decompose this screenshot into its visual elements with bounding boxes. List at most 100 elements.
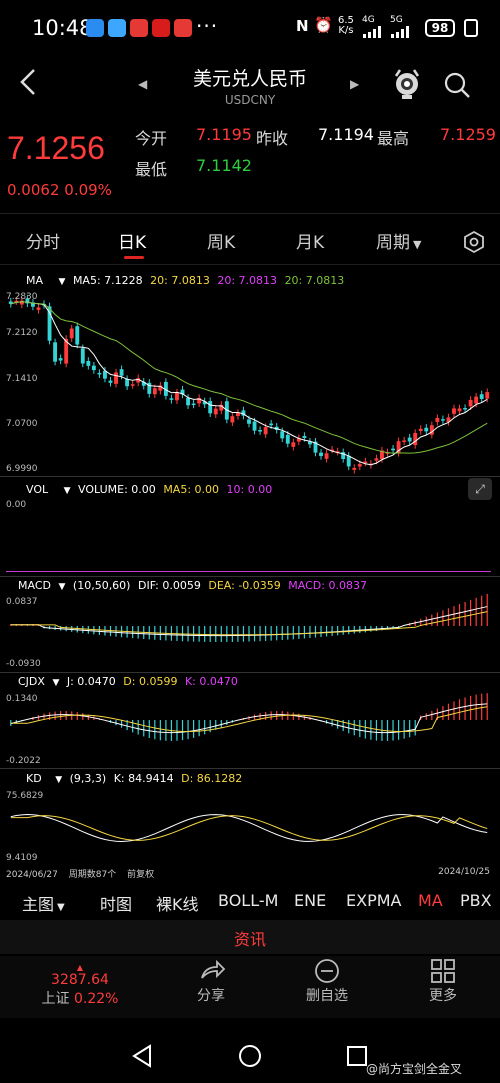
ma-indicator-header[interactable]: MA ▼ MA5: 7.1228 20: 7.0813 20: 7.0813 2… xyxy=(26,274,348,287)
candle-body xyxy=(14,300,19,303)
divider xyxy=(0,476,500,477)
vol-label: VOL xyxy=(26,483,49,496)
kd-d-value: D: 86.1282 xyxy=(181,772,243,785)
vol-ma5-value: MA5: 0.00 xyxy=(163,483,220,496)
candle-body xyxy=(230,416,235,423)
tab-intraday[interactable]: 分时 xyxy=(26,233,60,253)
share-icon[interactable] xyxy=(198,958,226,982)
end-date: 2024/10/25 xyxy=(438,867,490,877)
macd-value: MACD: 0.0837 xyxy=(288,579,367,592)
candle-body xyxy=(108,380,113,383)
notification-app-icon xyxy=(174,19,192,37)
chart-settings-icon[interactable] xyxy=(462,230,486,254)
dropdown-icon: ▼ xyxy=(52,678,60,688)
candle-body xyxy=(440,419,445,421)
macd-axis-label: 0.0837 xyxy=(6,597,38,607)
subtab-intraday[interactable]: 时图 xyxy=(100,895,133,914)
remove-watchlist-icon[interactable] xyxy=(314,958,340,984)
cjdx-k-value: K: 0.0470 xyxy=(184,675,238,688)
candle-body xyxy=(53,342,58,362)
search-icon[interactable] xyxy=(442,70,472,100)
more-grid-icon[interactable] xyxy=(430,958,456,984)
candle-body xyxy=(19,300,24,305)
candle-body xyxy=(479,394,484,400)
indicator-line xyxy=(10,703,488,734)
remove-watchlist-button[interactable]: 删自选 xyxy=(306,988,348,1004)
prev-symbol-icon[interactable]: ◀ xyxy=(138,77,148,91)
dropdown-icon: ▼ xyxy=(57,902,65,913)
candle-body xyxy=(380,450,384,459)
prev-close-label: 昨收 xyxy=(256,129,289,148)
candle-body xyxy=(396,441,401,453)
notification-app-icon xyxy=(86,19,104,37)
candle-body xyxy=(64,338,69,364)
tab-period[interactable]: 周期 ▼ xyxy=(376,233,422,253)
candle-body xyxy=(208,401,213,414)
back-icon[interactable] xyxy=(14,62,44,102)
subtab-boll-m[interactable]: BOLL-M xyxy=(218,891,279,910)
expand-button[interactable]: ⤢ xyxy=(468,478,492,500)
candle-body xyxy=(374,458,379,461)
candle-body xyxy=(296,438,301,442)
candle-body xyxy=(429,425,434,435)
chart-footer: 2024/06/27 周期数87个 前复权 2024/10/25 xyxy=(6,867,494,880)
candle-body xyxy=(330,449,335,452)
tab-monthly-k[interactable]: 月K xyxy=(296,233,325,253)
candle-body xyxy=(308,441,312,445)
open-label: 今开 xyxy=(135,129,168,148)
macd-params: (10,50,60) xyxy=(72,579,131,592)
low-label: 最低 xyxy=(135,160,168,179)
symbol-code: USDCNY xyxy=(224,93,276,107)
dropdown-icon: ▼ xyxy=(63,486,71,496)
kd-axis-label: 75.6829 xyxy=(6,791,44,801)
more-notifications-icon: ··· xyxy=(196,14,219,38)
bottom-toolbar xyxy=(0,956,500,1018)
kd-indicator-header[interactable]: KD ▼ (9,3,3) K: 84.9414 D: 86.1282 xyxy=(26,772,246,785)
candle-body xyxy=(125,379,130,387)
kd-label: KD xyxy=(26,772,42,785)
nav-recents-icon[interactable] xyxy=(346,1045,368,1067)
period-count: 周期数87个 xyxy=(68,870,117,880)
system-navbar xyxy=(0,1018,500,1083)
vol-axis-label: 0.00 xyxy=(6,500,27,510)
subtab-naked-k[interactable]: 裸K线 xyxy=(156,895,199,914)
low-value: 7.1142 xyxy=(196,156,252,175)
macd-indicator-header[interactable]: MACD ▼ (10,50,60) DIF: 0.0059 DEA: -0.03… xyxy=(18,579,371,592)
candle-body xyxy=(485,392,490,399)
kd-k-value: K: 84.9414 xyxy=(113,772,174,785)
subtab-ma[interactable]: MA xyxy=(418,891,443,910)
nav-back-icon[interactable] xyxy=(130,1044,154,1068)
share-button[interactable]: 分享 xyxy=(197,988,225,1004)
candle-body xyxy=(25,298,30,304)
next-symbol-icon[interactable]: ▶ xyxy=(350,77,360,91)
cjdx-indicator-header[interactable]: CJDX ▼ J: 0.0470 D: 0.0599 K: 0.0470 xyxy=(18,675,242,688)
candle-body xyxy=(319,452,323,457)
nav-home-icon[interactable] xyxy=(238,1044,262,1068)
news-bar[interactable]: 资讯 xyxy=(0,920,500,954)
vol-indicator-header[interactable]: VOL ▼ VOLUME: 0.00 MA5: 0.00 10: 0.00 xyxy=(26,483,276,496)
signal-5g-icon: 5G xyxy=(390,15,403,25)
candle-body xyxy=(402,440,407,442)
tab-daily-k[interactable]: 日K xyxy=(118,233,147,253)
network-speed: 6.5 K/s xyxy=(338,15,354,36)
last-price: 7.1256 xyxy=(7,130,105,166)
robot-assistant-icon[interactable] xyxy=(390,66,424,102)
indicator-line xyxy=(10,706,488,733)
candle-body xyxy=(186,398,190,406)
candle-body xyxy=(407,437,412,442)
subtab-ene[interactable]: ENE xyxy=(294,891,327,910)
index-ticker[interactable]: ▲ 3287.64 上证 0.22% xyxy=(30,963,130,1008)
subtab-expma[interactable]: EXPMA xyxy=(346,891,402,910)
candle-body xyxy=(280,431,285,439)
kline-chart[interactable] xyxy=(0,290,500,475)
tab-weekly-k[interactable]: 周K xyxy=(207,233,236,253)
battery-icon: 98 xyxy=(425,19,455,37)
cjdx-d-value: D: 0.0599 xyxy=(123,675,178,688)
candle-body xyxy=(424,427,429,432)
active-tab-indicator xyxy=(124,256,144,259)
candle-body xyxy=(446,417,451,422)
subtab-pbx[interactable]: PBX xyxy=(460,891,492,910)
signal-4g-icon: 4G xyxy=(362,15,375,25)
more-button[interactable]: 更多 xyxy=(429,988,457,1004)
main-chart-select[interactable]: 主图 ▼ xyxy=(22,895,65,914)
